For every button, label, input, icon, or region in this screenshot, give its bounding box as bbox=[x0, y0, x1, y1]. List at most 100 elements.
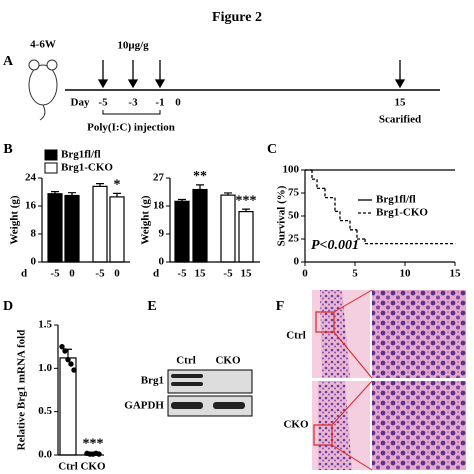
bar bbox=[92, 185, 108, 263]
bar bbox=[238, 211, 254, 263]
y-tick-label: 0.5 bbox=[38, 405, 52, 417]
y-tick-label: 0 bbox=[31, 256, 37, 268]
y-tick-label: 8 bbox=[31, 228, 37, 240]
lane-label: Ctrl bbox=[176, 355, 196, 367]
y-tick-label: 0.0 bbox=[38, 449, 52, 461]
panel-label: E bbox=[147, 299, 156, 314]
y-label: Survival (%) bbox=[276, 185, 288, 246]
lane-label: CKO bbox=[215, 355, 241, 367]
y-label: Weight (g) bbox=[140, 195, 152, 245]
error-bar bbox=[196, 184, 204, 190]
y-label: Relative Brg1 mRNA fold bbox=[16, 330, 28, 451]
figure-title: Figure 2 bbox=[212, 10, 262, 25]
y-tick-label: 25 bbox=[288, 233, 300, 245]
y-tick-label: 100 bbox=[283, 164, 300, 176]
day-label: Day bbox=[71, 97, 90, 109]
row-label: Brg1 bbox=[141, 375, 164, 387]
day-tick-label: -3 bbox=[128, 97, 138, 109]
error-bar bbox=[224, 192, 232, 196]
bar bbox=[64, 194, 80, 263]
bar bbox=[47, 193, 63, 263]
y-tick-label: 0 bbox=[294, 256, 300, 268]
x-tick-label: 0 bbox=[69, 268, 75, 280]
significance: ** bbox=[193, 169, 207, 184]
panel-label: C bbox=[267, 142, 277, 157]
x-tick-label: 0 bbox=[114, 268, 120, 280]
data-point bbox=[71, 367, 77, 373]
y-label: Weight (g) bbox=[9, 195, 21, 245]
x-tick-label: 15 bbox=[450, 268, 462, 280]
y-tick-label: 75 bbox=[288, 187, 300, 199]
legend-label: Brg1fl/fl bbox=[376, 194, 416, 206]
blot-frame bbox=[167, 395, 253, 417]
blot-frame bbox=[167, 369, 253, 394]
y-tick-label: 1.0 bbox=[38, 362, 52, 374]
legend-label: Brg1-CKO bbox=[61, 162, 113, 174]
panel-label: F bbox=[276, 299, 285, 314]
legend-swatch bbox=[44, 149, 58, 161]
day-tick-label: 15 bbox=[395, 97, 407, 109]
x-label: d bbox=[153, 268, 159, 280]
error-bar bbox=[68, 192, 76, 196]
bar bbox=[109, 196, 125, 263]
injection-bracket bbox=[102, 110, 161, 115]
error-bar bbox=[51, 191, 59, 194]
endpoint-label: Scarified bbox=[379, 114, 421, 126]
row-label: GAPDH bbox=[124, 400, 164, 412]
y-tick-label: 1.5 bbox=[38, 319, 52, 331]
error-bar bbox=[178, 198, 186, 202]
y-tick-label: 16 bbox=[25, 200, 37, 212]
y-tick-label: 0 bbox=[159, 256, 165, 268]
x-tick-label: 15 bbox=[195, 268, 207, 280]
day-tick-label: 0 bbox=[175, 97, 181, 109]
histology-images bbox=[312, 289, 466, 471]
x-tick-label: 10 bbox=[400, 268, 412, 280]
bar bbox=[220, 194, 236, 263]
error-bar bbox=[113, 192, 121, 197]
legend-label: Brg1-CKO bbox=[376, 207, 428, 219]
x-tick-label: 5 bbox=[352, 268, 358, 280]
y-tick-label: 18 bbox=[153, 200, 165, 212]
mouse-icon bbox=[28, 59, 58, 121]
x-tick-label: 15 bbox=[241, 268, 253, 280]
x-label: d bbox=[21, 268, 27, 280]
data-point bbox=[62, 348, 68, 354]
data-point bbox=[96, 451, 102, 457]
data-point bbox=[59, 343, 65, 350]
y-tick-label: 24 bbox=[25, 172, 37, 184]
x-tick-label: -5 bbox=[95, 268, 105, 280]
panel-label: A bbox=[3, 54, 14, 69]
x-tick-label: -5 bbox=[177, 268, 187, 280]
day-tick-label: -1 bbox=[155, 97, 164, 109]
y-tick-label: 9 bbox=[159, 228, 165, 240]
x-tick-label: Ctrl bbox=[58, 461, 78, 473]
injection-label: Poly(I:C) injection bbox=[87, 122, 175, 134]
bar bbox=[174, 200, 190, 263]
y-tick-label: 50 bbox=[288, 210, 300, 222]
y-tick-label: 27 bbox=[153, 172, 165, 184]
bar bbox=[192, 188, 208, 263]
legend-label: Brg1fl/fl bbox=[61, 149, 101, 161]
significance: *** bbox=[83, 437, 104, 452]
x-tick-label: -5 bbox=[223, 268, 233, 280]
data-point bbox=[68, 361, 74, 367]
x-tick-label: 0 bbox=[302, 268, 308, 280]
age-label: 4-6W bbox=[30, 39, 56, 51]
histology-row-label: Ctrl bbox=[286, 330, 306, 342]
data-point bbox=[65, 356, 71, 363]
panel-label: D bbox=[3, 299, 13, 314]
annotation: P<0.001 bbox=[311, 238, 359, 253]
x-tick-label: CKO bbox=[80, 461, 106, 473]
x-tick-label: -5 bbox=[50, 268, 60, 280]
panel-label: B bbox=[3, 142, 12, 157]
arrows bbox=[97, 60, 406, 89]
day-tick-label: -5 bbox=[98, 97, 108, 109]
dose-label: 10μg/g bbox=[117, 40, 149, 52]
significance: *** bbox=[236, 193, 257, 208]
significance: * bbox=[114, 178, 121, 193]
blot-bands bbox=[171, 374, 245, 409]
legend-swatch bbox=[44, 162, 58, 174]
error-bar bbox=[96, 183, 104, 187]
histology-row-label: CKO bbox=[283, 419, 309, 431]
